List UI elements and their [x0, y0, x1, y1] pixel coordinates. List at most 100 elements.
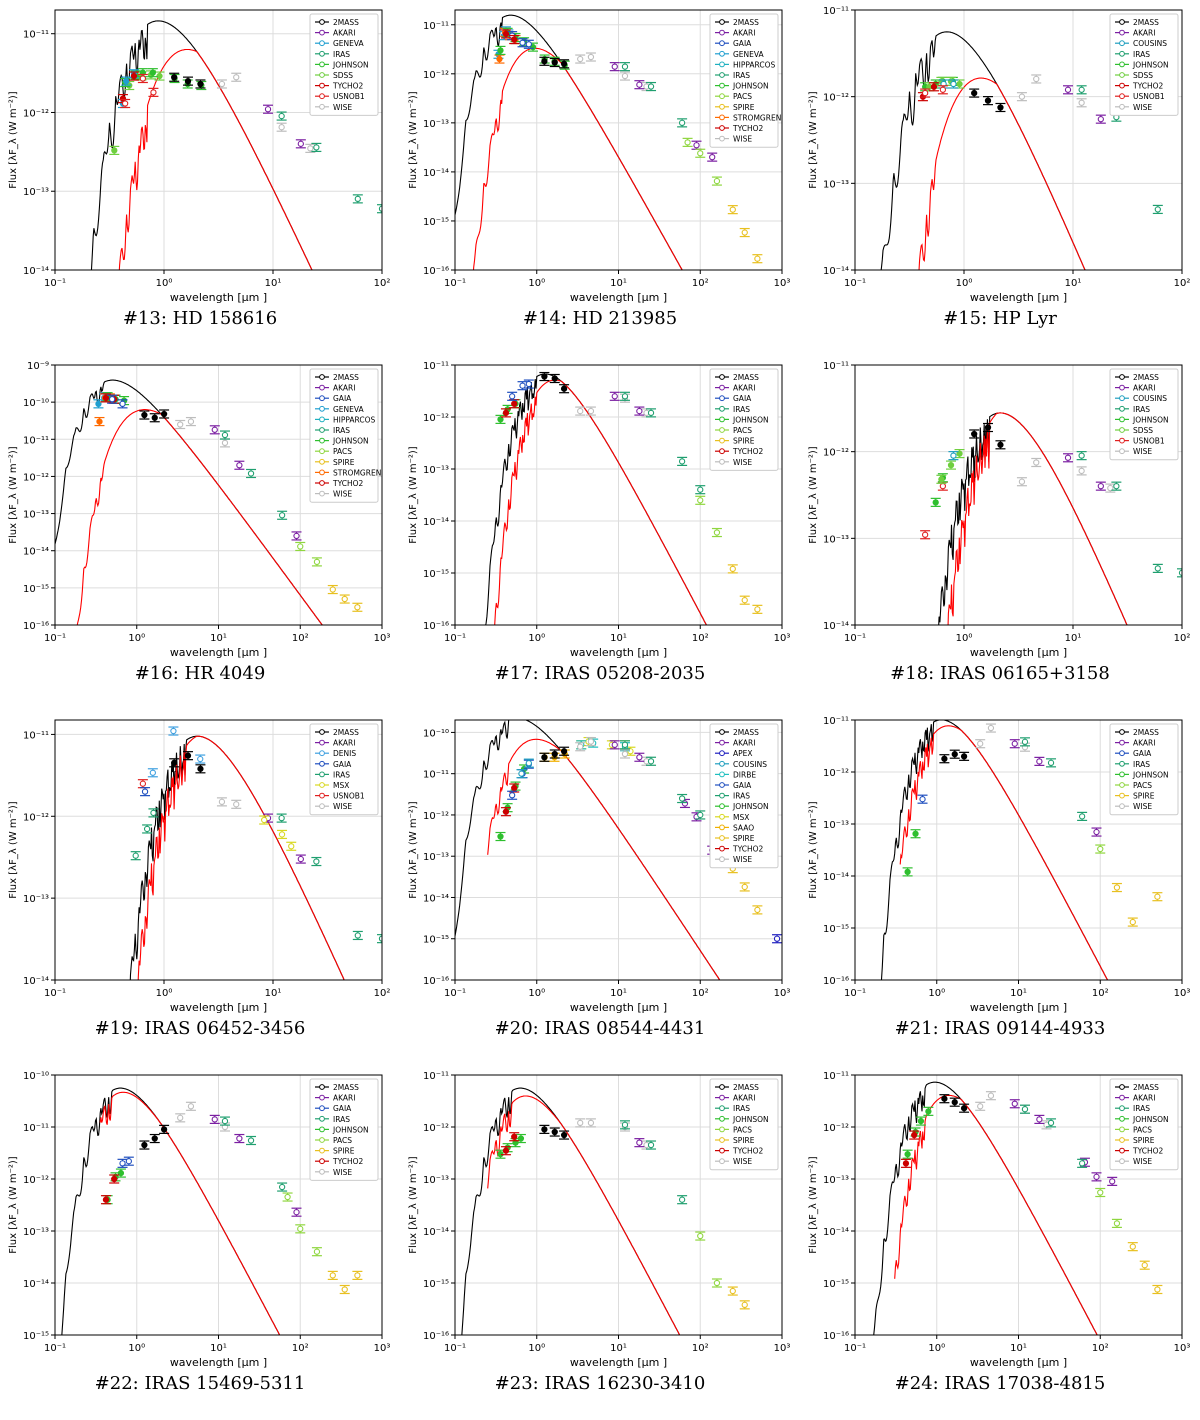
x-tick-label: 10⁰ [128, 633, 145, 644]
y-tick-label: 10⁻¹³ [823, 820, 849, 831]
svg-text:JOHNSON: JOHNSON [732, 1115, 769, 1124]
data-point-iras [646, 756, 657, 766]
data-point-iras [619, 740, 630, 750]
legend-item-wise: WISE [715, 1157, 752, 1166]
legend-item-pacs: PACS [715, 92, 752, 101]
legend-item-dirbe: DIRBE [715, 770, 756, 779]
legend-item-johnson: JOHNSON [715, 82, 769, 91]
data-point-pacs [695, 1231, 706, 1241]
svg-text:GAIA: GAIA [1133, 749, 1152, 758]
legend-item-pacs: PACS [715, 1125, 752, 1134]
data-point-tycho2 [509, 34, 520, 45]
data-point-wise [575, 54, 586, 64]
data-point-tycho2 [500, 408, 511, 418]
svg-text:SDSS: SDSS [333, 71, 353, 80]
data-point-2mass [969, 88, 980, 98]
y-tick-label: 10⁻¹⁶ [23, 621, 49, 632]
plot-frame [54, 719, 383, 981]
x-tick-label: 10¹ [610, 1343, 627, 1354]
svg-text:SDSS: SDSS [1133, 426, 1153, 435]
data-point-2mass [169, 758, 180, 768]
data-point-sdss [154, 71, 165, 81]
x-tick-label: 10⁰ [956, 633, 973, 644]
data-point-spire [1127, 917, 1138, 927]
x-tick-label: 10⁻¹ [844, 278, 866, 289]
svg-text:IRAS: IRAS [333, 50, 350, 59]
legend-item-2mass: 2MASS [315, 1083, 359, 1092]
y-tick-label: 10⁻¹¹ [423, 361, 449, 372]
y-tick-label: 10⁻¹⁴ [423, 1227, 449, 1238]
data-point-2mass [549, 57, 560, 68]
x-axis-label: wavelength [μm ] [170, 1356, 267, 1369]
data-point-spire [752, 604, 763, 614]
legend-item-geneva: GENEVA [315, 39, 365, 48]
data-point-stromgren [494, 54, 505, 64]
svg-text:USNOB1: USNOB1 [1133, 92, 1165, 101]
data-point-johnson [923, 1106, 934, 1116]
sed-plot-20: 10⁻¹⁶ 10⁻¹⁵ 10⁻¹⁴ 10⁻¹³ 10⁻¹² 10⁻¹¹ 10⁻¹⁰ 10⁻¹ 1… [408, 719, 790, 1014]
data-point-iras [646, 1140, 657, 1150]
svg-text:AKARI: AKARI [1133, 739, 1155, 748]
data-point-2mass [939, 1094, 950, 1104]
model-reddened-curve [487, 738, 721, 980]
sed-panel-20: 10⁻¹⁶ 10⁻¹⁵ 10⁻¹⁴ 10⁻¹³ 10⁻¹² 10⁻¹¹ 10⁻¹⁰ 10⁻¹ 1… [400, 710, 800, 1065]
svg-text:SPIRE: SPIRE [333, 1147, 355, 1156]
y-tick-label: 10⁻¹² [423, 70, 449, 81]
x-tick-label: 10⁰ [528, 278, 545, 289]
data-point-2mass [169, 72, 180, 82]
legend-item-hipparcos: HIPPARCOS [715, 60, 776, 69]
plot-frame [54, 364, 383, 626]
sed-panel-19: 10⁻¹⁴ 10⁻¹³ 10⁻¹² 10⁻¹¹ 10⁻¹ 10⁰ 10¹ 10² Flux [λ… [0, 710, 400, 1065]
data-point-geneva [93, 399, 104, 409]
svg-text:WISE: WISE [333, 802, 352, 811]
svg-text:TYCHO2: TYCHO2 [1132, 1147, 1164, 1156]
data-point-usnob1 [120, 98, 131, 109]
x-tick-label: 10² [374, 278, 391, 289]
y-tick-label: 10⁻¹² [823, 768, 849, 779]
legend-item-iras: IRAS [1115, 760, 1150, 769]
data-point-iras [1019, 1104, 1030, 1114]
x-axis-label: wavelength [μm ] [970, 1356, 1067, 1369]
y-tick-label: 10⁻¹¹ [23, 730, 49, 741]
x-tick-label: 10⁻¹ [444, 278, 466, 289]
data-point-2mass [195, 79, 206, 89]
legend-item-iras: IRAS [715, 1104, 750, 1113]
svg-text:AKARI: AKARI [333, 1094, 355, 1103]
svg-text:SPIRE: SPIRE [1133, 1136, 1155, 1145]
svg-text:MSX: MSX [333, 781, 349, 790]
data-point-spire [339, 594, 350, 604]
sed-panel-18: 10⁻¹⁴ 10⁻¹³ 10⁻¹² 10⁻¹¹ 10⁻¹ 10⁰ 10¹ 10² Flux [λ… [800, 355, 1200, 710]
y-tick-label: 10⁻¹¹ [423, 1071, 449, 1082]
y-tick-label: 10⁻¹⁵ [423, 935, 449, 946]
y-tick-label: 10⁻¹¹ [23, 435, 49, 446]
data-point-2mass [139, 410, 150, 420]
x-tick-label: 10⁰ [156, 278, 173, 289]
data-point-gaia [523, 39, 534, 49]
plot-frame [54, 1074, 383, 1336]
y-tick-label: 10⁻¹¹ [423, 21, 449, 32]
legend-item-johnson: JOHNSON [1115, 415, 1169, 424]
data-point-gaia [507, 790, 518, 800]
data-point-pacs [295, 1224, 306, 1234]
legend-item-2mass: 2MASS [715, 18, 759, 27]
data-point-akari [1063, 85, 1074, 95]
data-point-2mass [159, 1124, 170, 1134]
svg-text:HIPPARCOS: HIPPARCOS [733, 60, 776, 69]
model-reddened-curve [137, 735, 345, 980]
data-point-2mass [549, 1127, 560, 1137]
data-point-pacs [695, 495, 706, 505]
y-tick-label: 10⁻¹³ [23, 187, 49, 198]
data-point-akari [1009, 739, 1020, 749]
data-point-wise [276, 122, 287, 132]
data-point-wise [1016, 477, 1027, 487]
data-point-wise [585, 736, 596, 747]
plot-frame [854, 9, 1183, 271]
svg-text:WISE: WISE [1133, 1157, 1152, 1166]
x-tick-label: 10¹ [210, 1343, 227, 1354]
svg-text:PACS: PACS [733, 426, 752, 435]
legend-item-akari: AKARI [315, 1094, 355, 1103]
plot-frame [854, 719, 1183, 981]
panel-caption: #22: IRAS 15469-5311 [94, 1373, 306, 1394]
data-point-2mass [139, 1140, 150, 1150]
svg-text:2MASS: 2MASS [733, 1083, 759, 1092]
